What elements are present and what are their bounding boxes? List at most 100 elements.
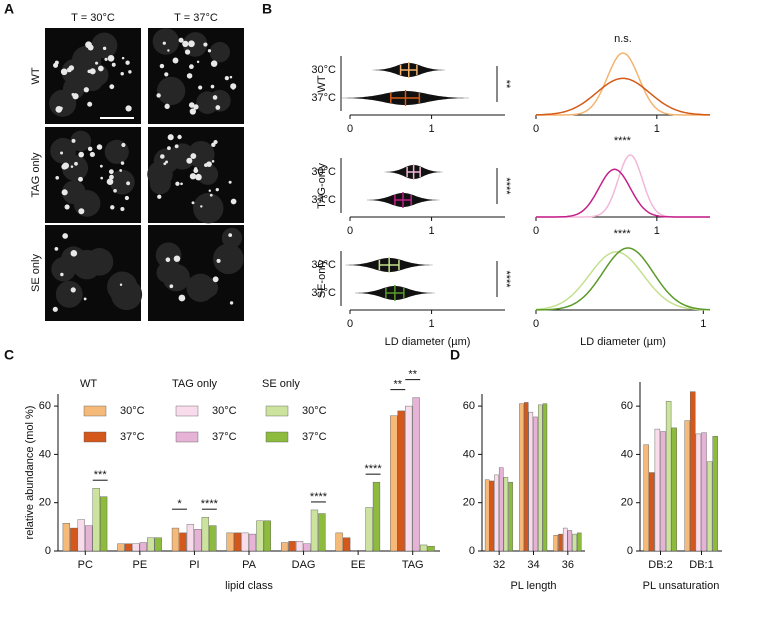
cell xyxy=(107,271,138,302)
bar xyxy=(201,516,209,552)
bar xyxy=(684,420,690,552)
lipid-droplet xyxy=(99,164,103,168)
y-tick-label: 60 xyxy=(463,400,475,412)
y-tick-label: 60 xyxy=(39,400,51,412)
cell xyxy=(187,140,215,169)
lipid-droplet xyxy=(160,154,165,159)
lipid-droplet xyxy=(120,207,125,212)
bar xyxy=(542,403,548,552)
row-label: WT xyxy=(30,67,42,84)
bar xyxy=(519,403,524,552)
cell xyxy=(155,242,182,269)
lipid-droplet xyxy=(89,68,96,75)
legend-label: 30°C xyxy=(302,405,327,417)
series-label: 30°C xyxy=(311,64,336,76)
lipid-droplet xyxy=(228,233,233,238)
bar xyxy=(494,474,499,552)
lipid-droplet xyxy=(78,151,85,158)
legend-swatch xyxy=(83,405,107,417)
lipid-droplet xyxy=(163,162,167,166)
bar xyxy=(533,416,538,552)
legend-label: 37°C xyxy=(302,431,327,443)
lipid-droplet xyxy=(109,84,115,90)
lipid-droplet xyxy=(60,68,68,76)
lipid-droplet xyxy=(55,175,60,180)
cell xyxy=(62,77,85,100)
lipid-droplet xyxy=(121,56,125,60)
bar xyxy=(233,532,242,552)
legend-group: TAG only xyxy=(172,378,218,390)
lipid-droplet xyxy=(186,73,193,79)
bar xyxy=(92,488,100,552)
lipid-droplet xyxy=(216,258,221,263)
bar xyxy=(85,525,93,552)
lipid-droplet xyxy=(64,204,70,210)
lipid-droplet xyxy=(203,42,208,47)
annotation: **** xyxy=(614,228,632,240)
lipid-droplet xyxy=(52,306,58,312)
lipid-droplet xyxy=(180,182,183,186)
lipid-droplet xyxy=(83,87,89,93)
lipid-droplet xyxy=(70,165,74,168)
lipid-droplet xyxy=(113,188,117,193)
legend-label: 37°C xyxy=(212,431,237,443)
density-curve xyxy=(535,251,711,311)
x-tick-label: 1 xyxy=(654,123,660,135)
bar xyxy=(577,532,582,552)
bar xyxy=(690,391,696,552)
lipid-droplet xyxy=(59,106,63,111)
bar xyxy=(70,527,78,552)
bar xyxy=(567,530,573,552)
lipid-droplet xyxy=(184,49,191,55)
significance: **** xyxy=(201,498,219,510)
lipid-droplet xyxy=(189,173,197,180)
lipid-droplet xyxy=(164,103,170,109)
bar xyxy=(660,431,666,552)
cell xyxy=(55,280,83,308)
bar xyxy=(427,545,435,552)
lipid-droplet xyxy=(210,60,218,67)
x-axis-label: lipid class xyxy=(225,580,273,592)
lipid-droplet xyxy=(212,95,218,100)
bar xyxy=(405,405,413,552)
bar xyxy=(503,477,509,552)
cell xyxy=(61,154,89,182)
x-tick-label: 1 xyxy=(654,225,660,237)
panel-label: D xyxy=(450,347,460,363)
bar xyxy=(390,415,398,552)
bar xyxy=(562,527,568,552)
bar xyxy=(77,519,85,552)
legend-swatch xyxy=(83,431,107,443)
bar xyxy=(537,404,543,552)
bar xyxy=(154,537,162,552)
y-tick-label: 20 xyxy=(463,497,475,509)
cell xyxy=(104,139,129,164)
bar xyxy=(419,544,428,552)
lipid-droplet xyxy=(210,84,215,89)
lipid-droplet xyxy=(200,205,203,208)
lipid-droplet xyxy=(62,162,69,169)
lipid-droplet xyxy=(167,134,174,141)
significance: *** xyxy=(94,469,108,481)
x-tick-label: 0 xyxy=(533,318,539,330)
cell xyxy=(70,130,92,152)
y-axis-label: relative abundance (mol %) xyxy=(24,406,36,540)
lipid-droplet xyxy=(231,86,235,90)
lipid-droplet xyxy=(126,181,131,186)
cell xyxy=(156,76,186,106)
x-axis-label: PL unsaturation xyxy=(643,580,720,592)
x-tick-label: 1 xyxy=(700,318,706,330)
row-label: SE-only xyxy=(316,259,328,298)
density-curve xyxy=(536,52,710,116)
y-tick-label: 0 xyxy=(45,545,51,557)
bar xyxy=(295,541,304,552)
legend-swatch xyxy=(175,431,199,443)
lipid-droplet xyxy=(78,176,83,182)
bar xyxy=(318,513,326,552)
lipid-droplet xyxy=(70,249,78,257)
bar xyxy=(712,436,718,552)
bar xyxy=(124,543,132,552)
density-curve xyxy=(536,168,710,218)
lipid-droplet xyxy=(174,144,179,149)
lipid-droplet xyxy=(193,104,199,110)
